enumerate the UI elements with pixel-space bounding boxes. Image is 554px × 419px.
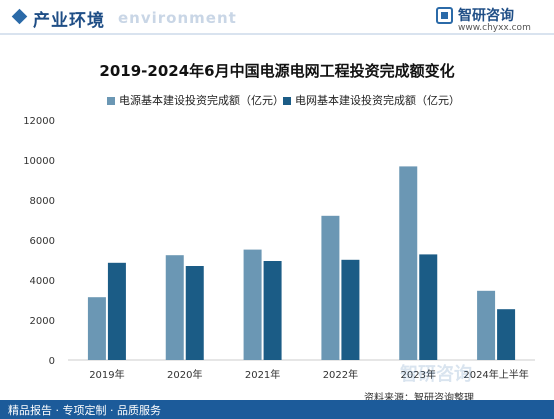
legend-label-series-2: 电网基本建设投资完成额（亿元） (295, 94, 460, 107)
bar-2 (107, 262, 126, 360)
data-source: 资料来源：智研咨询整理 (364, 393, 474, 404)
section-header: 产业环境 environment 智研咨询 www.chyxx.com (0, 0, 554, 35)
section-watermark: environment (118, 9, 237, 27)
bar-1 (165, 255, 184, 360)
bar-2 (419, 254, 438, 360)
header-divider (0, 33, 554, 35)
legend-swatch-series-1 (107, 97, 115, 105)
bar-1 (477, 290, 496, 360)
x-tick-label: 2020年 (167, 368, 202, 381)
footer-tagline: 精品报告 · 专项定制 · 品质服务 (8, 404, 161, 417)
legend-label-series-1: 电源基本建设投资完成额（亿元） (119, 94, 284, 107)
y-tick-label: 0 (49, 356, 55, 367)
x-tick-label: 2023年 (401, 368, 436, 381)
y-tick-label: 2000 (30, 316, 55, 327)
bar-2 (263, 261, 282, 360)
bar-2 (341, 259, 360, 360)
legend-swatch-series-2 (283, 97, 291, 105)
chart-title: 2019-2024年6月中国电源电网工程投资完成额变化 (99, 62, 455, 80)
x-tick-label: 2021年 (245, 368, 280, 381)
bar-2 (185, 266, 204, 360)
diamond-icon (11, 8, 28, 25)
y-tick-label: 4000 (30, 276, 55, 287)
bar-chart: 0 2000 4000 6000 8000 10000 12000 2019年 2020年 202… (23, 116, 535, 381)
logo-icon (436, 7, 453, 24)
y-tick-label: 6000 (30, 236, 55, 247)
logo-url: www.chyxx.com (458, 23, 531, 33)
logo-name: 智研咨询 (458, 8, 514, 24)
section-title: 产业环境 (33, 11, 105, 31)
x-tick-label: 2022年 (323, 368, 358, 381)
y-tick-label: 10000 (23, 156, 55, 167)
bar-2 (497, 309, 516, 360)
bar-1 (243, 249, 262, 360)
bar-1 (321, 215, 340, 360)
y-tick-label: 8000 (30, 196, 55, 207)
x-tick-label: 2024年上半年 (463, 368, 528, 381)
x-tick-label: 2019年 (89, 368, 124, 381)
bar-1 (399, 166, 418, 360)
chart-legend: 电源基本建设投资完成额（亿元） 电网基本建设投资完成额（亿元） (0, 92, 554, 110)
footer-bar: 精品报告 · 专项定制 · 品质服务 (0, 400, 554, 419)
legend-item-series-2: 电网基本建设投资完成额（亿元） (283, 92, 460, 108)
watermark: 智研咨询 (400, 364, 472, 385)
legend-item-series-1: 电源基本建设投资完成额（亿元） (107, 92, 284, 108)
y-tick-label: 12000 (23, 116, 55, 127)
bar-1 (87, 297, 106, 360)
